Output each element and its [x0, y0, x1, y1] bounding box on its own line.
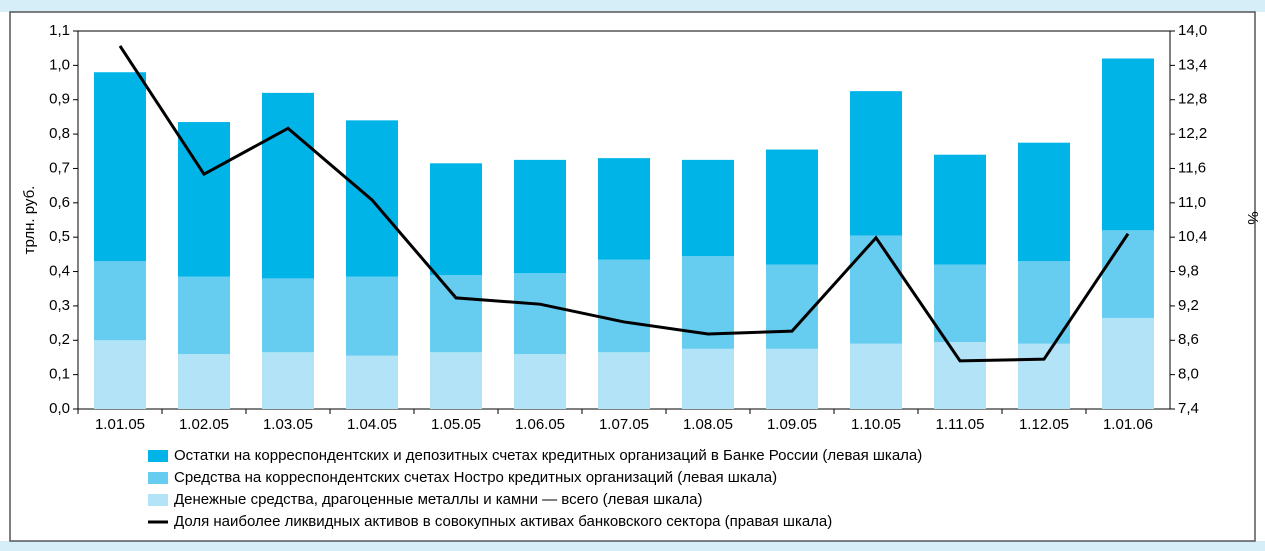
x-tick-label: 1.02.05: [179, 416, 229, 433]
bar-segment: [682, 348, 734, 409]
bar-segment: [850, 343, 902, 409]
x-tick-label: 1.10.05: [851, 416, 901, 433]
bar-segment: [430, 163, 482, 275]
bar-segment: [934, 264, 986, 342]
x-tick-label: 1.03.05: [263, 416, 313, 433]
bar-segment: [934, 341, 986, 409]
bar-segment: [598, 259, 650, 353]
y-tick-label: 1,1: [49, 22, 70, 39]
x-tick-label: 1.08.05: [683, 416, 733, 433]
bar-segment: [1018, 142, 1070, 262]
legend-swatch: [148, 494, 168, 506]
y2-tick-label: 11,6: [1178, 159, 1206, 176]
legend-label: Остатки на корреспондентских и депозитны…: [174, 447, 922, 464]
bar-segment: [598, 158, 650, 260]
bar-segment: [514, 354, 566, 409]
bar-segment: [262, 278, 314, 353]
legend-swatch: [148, 472, 168, 484]
y2-tick-label: 13,4: [1178, 56, 1207, 73]
x-tick-label: 1.06.05: [515, 416, 565, 433]
frame: [9, 11, 1256, 542]
y2-tick-label: 9,2: [1178, 297, 1199, 314]
bar-segment: [514, 159, 566, 274]
legend-label: Доля наиболее ликвидных активов в совоку…: [174, 513, 832, 530]
x-tick-label: 1.05.05: [431, 416, 481, 433]
bar-segment: [850, 235, 902, 344]
bar-segment: [1102, 317, 1154, 409]
y-tick-label: 0,9: [49, 91, 70, 108]
y2-tick-label: 7,4: [1178, 400, 1199, 417]
bar-segment: [934, 154, 986, 265]
bar-segment: [1102, 230, 1154, 318]
bar-segment: [346, 276, 398, 356]
x-tick-label: 1.07.05: [599, 416, 649, 433]
bar-segment: [766, 149, 818, 265]
y-tick-label: 0,8: [49, 125, 70, 142]
bar-segment: [598, 352, 650, 409]
y2-axis-label: %: [1244, 211, 1261, 224]
bar-segment: [682, 159, 734, 257]
bar-segment: [262, 92, 314, 279]
bar-segment: [178, 276, 230, 355]
y-tick-label: 0,4: [49, 263, 70, 280]
bar-segment: [1102, 58, 1154, 231]
y2-tick-label: 8,6: [1178, 331, 1199, 348]
y-tick-label: 0,5: [49, 228, 70, 245]
y2-tick-label: 10,4: [1178, 228, 1207, 245]
y-axis-label: трлн. руб.: [21, 186, 38, 255]
y-tick-label: 1,0: [49, 56, 70, 73]
bar-segment: [178, 354, 230, 409]
x-tick-label: 1.09.05: [767, 416, 817, 433]
bar-segment: [430, 352, 482, 409]
x-tick-label: 1.01.05: [95, 416, 145, 433]
bar-segment: [766, 348, 818, 409]
y-tick-label: 0,3: [49, 297, 70, 314]
legend-label: Средства на корреспондентских счетах Нос…: [174, 469, 777, 486]
y-tick-label: 0,6: [49, 194, 70, 211]
x-tick-label: 1.01.06: [1103, 416, 1153, 433]
footer-strip: [0, 541, 1265, 551]
header-strip: [0, 0, 1265, 12]
y2-tick-label: 14,0: [1178, 22, 1207, 39]
bar-segment: [94, 261, 146, 341]
legend-swatch: [148, 450, 168, 462]
y-tick-label: 0,7: [49, 159, 70, 176]
line-series: [118, 45, 1130, 363]
y2-tick-label: 9,8: [1178, 263, 1199, 280]
y2-tick-label: 12,2: [1178, 125, 1207, 142]
bar-segment: [430, 274, 482, 353]
x-tick-label: 1.04.05: [347, 416, 397, 433]
y-tick-label: 0,2: [49, 331, 70, 348]
bar-segment: [766, 264, 818, 349]
bar-segment: [850, 91, 902, 236]
bar-segment: [94, 340, 146, 409]
bar-segment: [262, 352, 314, 409]
bar-segment: [346, 355, 398, 409]
x-tick-label: 1.11.05: [936, 416, 985, 433]
x-tick-label: 1.12.05: [1019, 416, 1069, 433]
y2-tick-label: 12,8: [1178, 91, 1207, 108]
y-tick-label: 0,0: [49, 400, 70, 417]
bar-segment: [514, 273, 566, 355]
bar-segment: [94, 72, 146, 262]
y2-tick-label: 11,0: [1178, 194, 1206, 211]
bar-segment: [1018, 261, 1070, 344]
y2-tick-label: 8,0: [1178, 366, 1199, 383]
bar-segment: [1018, 343, 1070, 409]
legend-label: Денежные средства, драгоценные металлы и…: [174, 491, 703, 508]
y-tick-label: 0,1: [49, 366, 70, 383]
